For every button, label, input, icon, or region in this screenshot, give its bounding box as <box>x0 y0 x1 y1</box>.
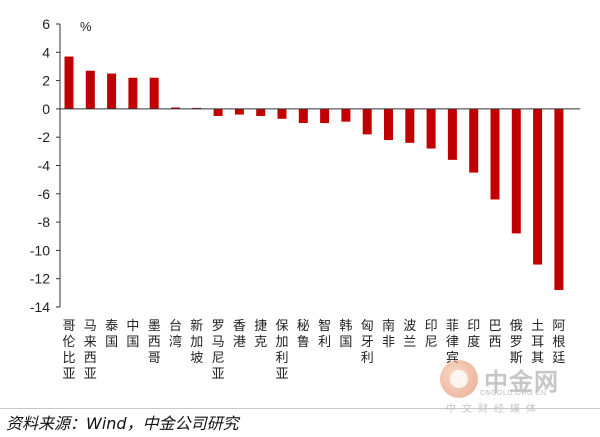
y-tick-label: 2 <box>42 73 50 89</box>
bar <box>384 108 393 141</box>
y-tick-label: 4 <box>42 44 50 60</box>
bars <box>64 56 564 291</box>
category-label: 保加利亚 <box>275 319 288 382</box>
bar <box>234 108 244 115</box>
bar <box>554 108 564 291</box>
category-label: 印尼 <box>425 319 438 350</box>
bar <box>405 108 415 143</box>
category-label: 智利 <box>318 319 331 350</box>
category-label: 台湾 <box>169 319 182 350</box>
bar <box>298 108 308 124</box>
y-tick-label: -8 <box>38 214 51 230</box>
bar <box>149 77 159 109</box>
bar-chart: 6 4 2 0 -2 -4 -6 -8 -10 -12 -14 % 哥伦比亚马来西亚泰国中国墨西哥台… <box>30 16 580 382</box>
watermark-tagline: 中文财经媒体 <box>446 404 542 415</box>
category-label: 匈牙利 <box>361 319 374 366</box>
bar <box>426 108 436 149</box>
watermark: 中金网 CNGOLD.ORG.CN 中文财经媒体 <box>440 360 590 415</box>
category-label: 泰国 <box>105 319 118 350</box>
y-axis: 6 4 2 0 -2 -4 -6 -8 -10 -12 -14 <box>30 16 61 315</box>
y-tick-label: 0 <box>42 101 50 117</box>
y-tick-label: -4 <box>38 158 51 174</box>
bar <box>277 108 287 119</box>
source-note: 资料来源：Wind，中金公司研究 <box>6 414 239 433</box>
category-label: 南非 <box>382 318 395 350</box>
bar <box>128 77 138 109</box>
category-label: 印度 <box>467 319 480 350</box>
category-label: 中国 <box>126 319 139 350</box>
y-tick-label: -2 <box>38 129 51 145</box>
category-label: 罗马尼亚 <box>212 319 225 382</box>
category-label: 土耳其 <box>531 319 544 366</box>
category-label: 韩国 <box>339 319 352 350</box>
y-tick-label: -10 <box>30 242 50 258</box>
category-label: 阿根廷 <box>552 319 565 366</box>
bar <box>256 108 266 116</box>
bar <box>533 108 543 265</box>
bar <box>511 108 521 234</box>
category-label: 马来西亚 <box>84 319 97 382</box>
category-label: 哥伦比亚 <box>62 319 75 382</box>
bar <box>320 108 330 124</box>
bar <box>490 108 500 200</box>
category-label: 秘鲁 <box>297 319 310 350</box>
category-labels: 哥伦比亚马来西亚泰国中国墨西哥台湾新加坡罗马尼亚香港捷克保加利亚秘鲁智利韩国匈牙… <box>62 318 565 382</box>
bar <box>469 108 479 173</box>
category-label: 墨西哥 <box>148 319 161 366</box>
category-label: 波兰 <box>403 319 416 350</box>
bar <box>64 56 74 109</box>
bar <box>171 107 180 109</box>
category-label: 捷克 <box>254 319 267 350</box>
bar <box>447 108 457 160</box>
watermark-url: CNGOLD.ORG.CN <box>480 390 547 397</box>
category-label: 菲律宾 <box>446 319 459 366</box>
category-label: 俄罗斯 <box>510 319 523 366</box>
category-label: 巴西 <box>488 319 501 350</box>
category-label: 新加坡 <box>190 318 203 366</box>
bar <box>85 70 95 109</box>
y-unit-label: % <box>80 19 92 34</box>
watermark-logo-icon <box>440 360 478 398</box>
bar <box>107 73 117 109</box>
bar <box>362 108 372 135</box>
watermark-name: 中金网 <box>484 368 559 396</box>
bar <box>341 108 351 122</box>
y-tick-label: 6 <box>42 16 50 32</box>
y-tick-label: -12 <box>30 271 50 287</box>
y-tick-label: -6 <box>38 186 51 202</box>
category-label: 香港 <box>233 319 246 350</box>
footer-divider <box>0 408 600 409</box>
bar <box>213 108 223 116</box>
y-tick-label: -14 <box>30 299 50 315</box>
